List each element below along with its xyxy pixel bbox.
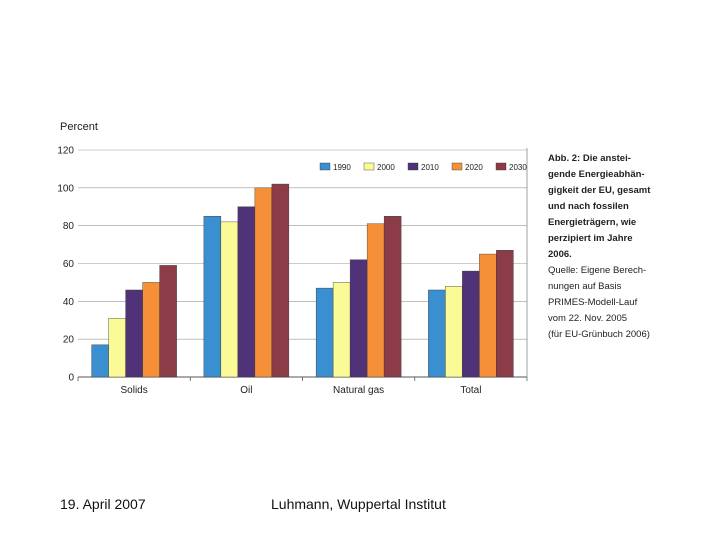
y-tick-label: 120: [57, 146, 74, 157]
bar: [203, 216, 222, 378]
bar: [91, 344, 109, 378]
legend-swatch: [451, 162, 463, 171]
y-ticks: 0 20 40 60 80 100 120: [57, 146, 74, 384]
caption-line: (für EU-Grünbuch 2006): [548, 329, 650, 340]
y-tick-label: 20: [63, 335, 75, 346]
bar: [315, 287, 334, 378]
bar: [366, 223, 385, 378]
legend-label: 1990: [333, 163, 351, 172]
bar: [271, 183, 290, 378]
caption-source: Quelle: Eigene Berech- nungen auf Basis …: [548, 263, 668, 343]
caption-line: und nach fossilen: [548, 201, 629, 212]
bars: [91, 183, 514, 378]
caption-line: PRIMES-Modell-Lauf: [548, 297, 638, 308]
y-tick-label: 60: [63, 259, 75, 270]
bar: [462, 270, 480, 378]
bar: [159, 265, 177, 378]
bar: [445, 286, 463, 378]
bar: [479, 253, 497, 378]
category-label: Oil: [240, 385, 252, 396]
footer-author: Luhmann, Wuppertal Institut: [271, 496, 446, 512]
category-label: Solids: [121, 385, 148, 396]
caption-line: Quelle: Eigene Berech-: [548, 265, 647, 276]
category-labels: Solids Oil Natural gas Total: [121, 385, 482, 396]
caption-line: Abb. 2: Die anstei-: [548, 153, 631, 164]
footer-date: 19. April 2007: [60, 496, 146, 512]
bar: [237, 206, 256, 378]
bar: [428, 289, 446, 378]
bar: [496, 250, 514, 378]
legend-label: 2030: [509, 163, 527, 172]
caption-line: nungen auf Basis: [548, 281, 622, 292]
y-tick-label: 0: [68, 373, 74, 384]
y-tick-label: 40: [63, 297, 75, 308]
bar: [332, 282, 351, 378]
category-label: Natural gas: [333, 385, 384, 396]
bar: [254, 187, 273, 378]
caption-line: gigkeit der EU, gesamt: [548, 185, 651, 196]
legend-label: 2020: [465, 163, 483, 172]
y-axis-label: Percent: [60, 121, 98, 133]
bar: [142, 282, 160, 378]
caption-line: perzipiert im Jahre: [548, 233, 633, 244]
legend: 1990 2000 2010 2020 2030: [319, 162, 527, 172]
bar: [108, 318, 126, 378]
bar: [125, 289, 143, 378]
category-label: Total: [460, 385, 481, 396]
legend-swatch: [363, 162, 375, 171]
caption-line: gende Energieabhän-: [548, 169, 645, 180]
caption-line: 2006.: [548, 249, 572, 260]
y-tick-label: 100: [57, 183, 74, 194]
figure-caption: Abb. 2: Die anstei- gende Energieabhän- …: [548, 151, 668, 343]
bar: [220, 221, 239, 378]
caption-line: Energieträgern, wie: [548, 217, 637, 228]
bar: [349, 259, 368, 378]
caption-line: vom 22. Nov. 2005: [548, 313, 628, 324]
legend-label: 2010: [421, 163, 439, 172]
y-tick-label: 80: [63, 221, 75, 232]
caption-bold: Abb. 2: Die anstei- gende Energieabhän- …: [548, 151, 668, 263]
legend-label: 2000: [377, 163, 395, 172]
legend-swatch: [319, 162, 331, 171]
legend-swatch: [407, 162, 419, 171]
bar: [383, 216, 402, 378]
legend-swatch: [495, 162, 507, 171]
